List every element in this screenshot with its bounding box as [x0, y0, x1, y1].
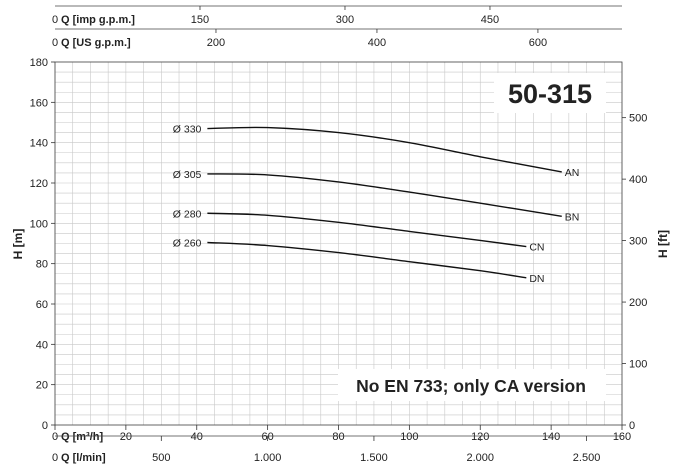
- top-axis-tick-label: 400: [368, 37, 386, 49]
- top-axis-label: Q [imp g.p.m.]: [61, 14, 135, 26]
- diameter-label-bn: Ø 305: [173, 169, 202, 181]
- y-axis-label: H [m]: [11, 229, 25, 260]
- y-tick-label: 160: [30, 97, 48, 109]
- lmin-tick-label: 1.000: [254, 452, 282, 464]
- curves: Ø 330 AN Ø 305 BN Ø 280 CN Ø 260 DN: [173, 124, 580, 285]
- y2-tick-label: 300: [629, 236, 647, 248]
- y2-tick-label: 100: [629, 359, 647, 371]
- y-tick-label: 100: [30, 218, 48, 230]
- chart-title: 50-315: [508, 79, 592, 109]
- top-axis-zero: 0: [52, 37, 58, 49]
- lmin-tick-label: 500: [152, 452, 170, 464]
- y-tick-label: 60: [36, 299, 48, 311]
- x-tick-label: 20: [120, 431, 132, 443]
- diameter-label-cn: Ø 280: [173, 208, 202, 220]
- y2-tick-label: 200: [629, 297, 647, 309]
- top-axis-label: Q [US g.p.m.]: [61, 37, 131, 49]
- y-tick-label: 140: [30, 138, 48, 150]
- lmin-tick-label: 2.500: [573, 452, 601, 464]
- x-tick-label: 140: [542, 431, 560, 443]
- y-tick-label: 180: [30, 57, 48, 69]
- note-box: [338, 369, 606, 401]
- top-axis-tick-label: 150: [191, 14, 209, 26]
- y2-tick-label: 0: [629, 420, 635, 432]
- series-label-cn: CN: [529, 242, 544, 254]
- top-axis-tick-label: 600: [529, 37, 547, 49]
- x-axis-label: Q [m³/h]: [61, 431, 103, 443]
- curve-cn: [207, 212, 527, 248]
- lmin-tick-label: 1.500: [360, 452, 388, 464]
- diameter-label-an: Ø 330: [173, 124, 202, 136]
- x-tick-label: 160: [613, 431, 631, 443]
- x-tick-label: 0: [52, 431, 58, 443]
- top-axis-tick-label: 200: [207, 37, 225, 49]
- y-tick-label: 120: [30, 178, 48, 190]
- series-label-dn: DN: [529, 273, 544, 285]
- top-axis-zero: 0: [52, 14, 58, 26]
- lmin-zero-label: 0: [52, 452, 58, 464]
- y-tick-label: 20: [36, 380, 48, 392]
- y2-tick-label: 500: [629, 113, 647, 125]
- x-tick-label: 80: [332, 431, 344, 443]
- curve-dn: [207, 241, 527, 279]
- chart-note: No EN 733; only CA version: [356, 376, 586, 396]
- top-axis-tick-label: 300: [336, 14, 354, 26]
- lmin-tick-label: 2.000: [466, 452, 494, 464]
- x-tick-label: 100: [400, 431, 418, 443]
- y2-axis-label: H [ft]: [656, 230, 670, 258]
- diameter-label-dn: Ø 260: [173, 237, 202, 249]
- series-label-an: AN: [565, 167, 580, 179]
- curve-bn: [207, 173, 562, 217]
- y2-tick-label: 400: [629, 174, 647, 186]
- x-tick-label: 40: [191, 431, 203, 443]
- y-tick-label: 40: [36, 339, 48, 351]
- lmin-axis-label: Q [l/min]: [61, 452, 106, 464]
- top-axis-tick-label: 450: [481, 14, 499, 26]
- curve-an: [207, 126, 562, 173]
- y-tick-label: 0: [42, 420, 48, 432]
- series-label-bn: BN: [565, 211, 580, 223]
- title-box: [494, 73, 606, 113]
- y-tick-label: 80: [36, 259, 48, 271]
